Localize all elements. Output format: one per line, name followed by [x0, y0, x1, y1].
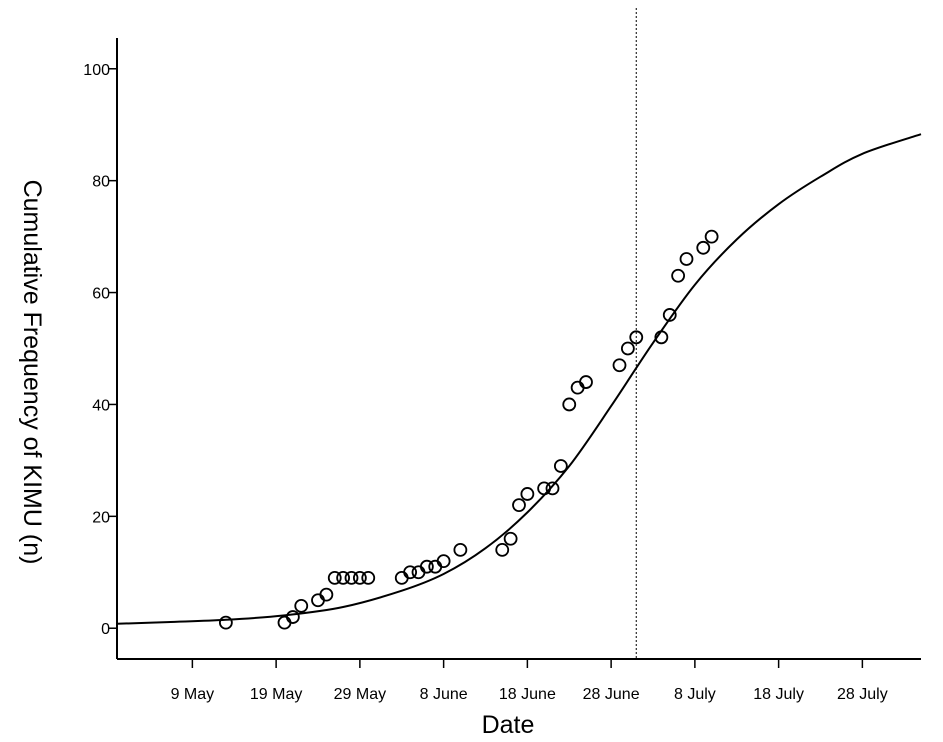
data-point: [537, 481, 552, 496]
data-point: [696, 240, 711, 255]
data-point: [336, 570, 351, 585]
data-point: [612, 358, 627, 373]
x-tick-label: 29 May: [334, 686, 386, 703]
data-point: [285, 610, 300, 624]
x-axis-title: Date: [482, 711, 535, 739]
data-point: [218, 615, 233, 630]
data-point: [327, 570, 342, 585]
x-tick-label: 19 May: [250, 686, 302, 703]
data-point: [562, 397, 577, 412]
data-point: [403, 565, 418, 580]
data-point: [419, 559, 434, 574]
data-point: [704, 229, 719, 244]
y-tick-label: 40: [92, 397, 110, 414]
data-point: [654, 330, 669, 345]
x-tick-label: 8 July: [674, 686, 716, 703]
data-point: [311, 593, 325, 608]
fitted-curve: [116, 133, 922, 625]
x-tick-label: 9 May: [171, 686, 215, 703]
plot-area: [116, 8, 922, 659]
data-point: [570, 380, 585, 395]
data-point: [453, 543, 468, 557]
data-point: [436, 554, 451, 568]
x-tick-label: 8 June: [420, 686, 468, 703]
y-tick-label: 100: [83, 62, 110, 79]
data-point: [411, 565, 426, 580]
y-tick-label: 0: [101, 621, 110, 638]
data-point: [662, 308, 677, 322]
data-point: [512, 498, 526, 513]
x-tick-label: 18 June: [499, 686, 556, 703]
data-point: [620, 341, 635, 356]
data-point: [344, 570, 359, 585]
data-point: [503, 531, 518, 546]
data-point: [352, 570, 367, 585]
data-point: [579, 375, 593, 389]
data-point: [277, 615, 292, 630]
y-axis-ticks: 0 20 40 60 80 100: [83, 62, 117, 638]
x-tick-label: 28 July: [837, 686, 888, 703]
data-point: [495, 543, 510, 557]
data-point: [679, 252, 694, 266]
data-point: [428, 559, 443, 574]
data-point: [319, 587, 334, 602]
data-point: [545, 481, 560, 496]
data-points: [218, 229, 719, 630]
data-point: [553, 459, 568, 473]
data-point: [394, 570, 409, 585]
data-point: [361, 570, 376, 585]
x-tick-label: 28 June: [583, 686, 640, 703]
x-tick-label: 18 July: [753, 686, 804, 703]
y-axis-title: Cumulative Frequency of KIMU (n): [18, 180, 46, 565]
data-point: [629, 330, 644, 345]
data-point: [520, 487, 535, 501]
y-tick-label: 20: [92, 509, 110, 526]
x-axis-ticks: 9 May 19 May 29 May 8 June 18 June 28 June 8 J…: [171, 659, 888, 703]
y-tick-label: 60: [92, 286, 110, 303]
y-tick-label: 80: [92, 174, 110, 191]
data-point: [671, 268, 686, 283]
data-point: [294, 598, 309, 613]
